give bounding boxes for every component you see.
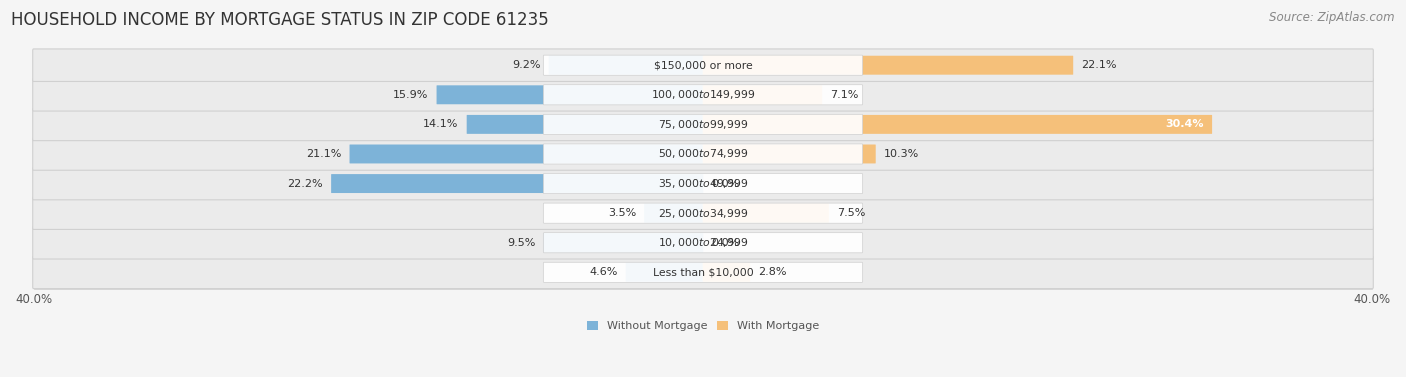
Text: 9.5%: 9.5% <box>508 238 536 248</box>
Text: 2.8%: 2.8% <box>758 267 787 277</box>
FancyBboxPatch shape <box>543 114 863 135</box>
FancyBboxPatch shape <box>32 108 1374 141</box>
FancyBboxPatch shape <box>644 204 703 223</box>
Text: $25,000 to $34,999: $25,000 to $34,999 <box>658 207 748 220</box>
Text: 7.5%: 7.5% <box>837 208 865 218</box>
FancyBboxPatch shape <box>32 197 1374 230</box>
FancyBboxPatch shape <box>32 138 1374 170</box>
Text: 22.2%: 22.2% <box>287 179 323 188</box>
Text: 9.2%: 9.2% <box>512 60 541 70</box>
Text: 14.1%: 14.1% <box>423 120 458 129</box>
Text: 30.4%: 30.4% <box>1166 120 1204 129</box>
FancyBboxPatch shape <box>544 233 703 252</box>
Legend: Without Mortgage, With Mortgage: Without Mortgage, With Mortgage <box>582 317 824 336</box>
FancyBboxPatch shape <box>467 115 703 134</box>
FancyBboxPatch shape <box>32 167 1374 200</box>
Text: 7.1%: 7.1% <box>830 90 859 100</box>
FancyBboxPatch shape <box>626 263 703 282</box>
FancyBboxPatch shape <box>543 144 863 164</box>
FancyBboxPatch shape <box>543 262 863 282</box>
FancyBboxPatch shape <box>543 173 863 194</box>
FancyBboxPatch shape <box>32 49 1374 81</box>
FancyBboxPatch shape <box>437 85 703 104</box>
Text: $50,000 to $74,999: $50,000 to $74,999 <box>658 147 748 161</box>
Text: $10,000 to $24,999: $10,000 to $24,999 <box>658 236 748 249</box>
Text: 21.1%: 21.1% <box>307 149 342 159</box>
FancyBboxPatch shape <box>703 144 876 164</box>
Text: Less than $10,000: Less than $10,000 <box>652 267 754 277</box>
Text: 22.1%: 22.1% <box>1081 60 1116 70</box>
FancyBboxPatch shape <box>543 85 863 105</box>
FancyBboxPatch shape <box>548 56 703 75</box>
FancyBboxPatch shape <box>703 204 830 223</box>
Text: $150,000 or more: $150,000 or more <box>654 60 752 70</box>
Text: 0.0%: 0.0% <box>711 179 740 188</box>
FancyBboxPatch shape <box>703 56 1073 75</box>
Text: $35,000 to $49,999: $35,000 to $49,999 <box>658 177 748 190</box>
Text: HOUSEHOLD INCOME BY MORTGAGE STATUS IN ZIP CODE 61235: HOUSEHOLD INCOME BY MORTGAGE STATUS IN Z… <box>11 11 548 29</box>
FancyBboxPatch shape <box>332 174 703 193</box>
FancyBboxPatch shape <box>543 55 863 75</box>
Text: 4.6%: 4.6% <box>589 267 617 277</box>
FancyBboxPatch shape <box>32 227 1374 259</box>
FancyBboxPatch shape <box>32 256 1374 289</box>
FancyBboxPatch shape <box>703 263 751 282</box>
Text: 0.0%: 0.0% <box>711 238 740 248</box>
Text: $75,000 to $99,999: $75,000 to $99,999 <box>658 118 748 131</box>
Text: 10.3%: 10.3% <box>884 149 920 159</box>
FancyBboxPatch shape <box>350 144 703 164</box>
Text: $100,000 to $149,999: $100,000 to $149,999 <box>651 88 755 101</box>
Text: 3.5%: 3.5% <box>607 208 636 218</box>
FancyBboxPatch shape <box>32 78 1374 111</box>
FancyBboxPatch shape <box>703 85 823 104</box>
FancyBboxPatch shape <box>703 115 1212 134</box>
FancyBboxPatch shape <box>543 233 863 253</box>
Text: Source: ZipAtlas.com: Source: ZipAtlas.com <box>1270 11 1395 24</box>
FancyBboxPatch shape <box>543 203 863 223</box>
Text: 15.9%: 15.9% <box>394 90 429 100</box>
